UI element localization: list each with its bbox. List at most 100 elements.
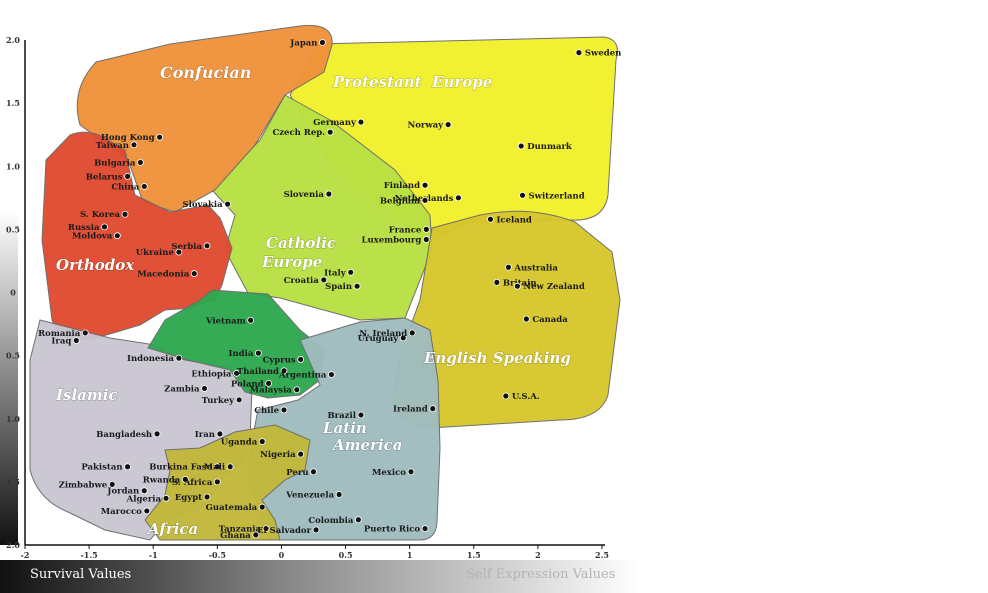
country-point bbox=[353, 282, 361, 290]
region-label-africa: Africa bbox=[146, 520, 198, 538]
country-point bbox=[162, 494, 170, 502]
country-point bbox=[213, 478, 221, 486]
region-label-english: English Speaking bbox=[423, 349, 571, 367]
x-tick-label: 0.5 bbox=[339, 550, 353, 560]
country-label: Iraq bbox=[51, 336, 71, 346]
region-label-catholic-europe: Europe bbox=[261, 253, 322, 271]
country-label: Egypt bbox=[175, 493, 202, 503]
x-tick-label: -1 bbox=[149, 550, 158, 560]
country-label: Japan bbox=[289, 39, 317, 49]
region-label-protestant: Protestant Europe bbox=[332, 73, 492, 91]
x-tick-label: 0 bbox=[279, 550, 285, 560]
country-label: Ukraine bbox=[136, 248, 175, 258]
y-tick-label: 0.5 bbox=[6, 351, 20, 361]
country-label: Tanzania bbox=[219, 525, 262, 535]
country-point bbox=[153, 430, 161, 438]
country-point bbox=[328, 371, 335, 378]
country-point bbox=[493, 278, 501, 286]
country-label: Algeria bbox=[126, 494, 162, 504]
country-label: Vietnam bbox=[205, 316, 246, 326]
country-label: Colombia bbox=[308, 516, 353, 526]
country-label: China bbox=[111, 182, 139, 192]
country-label: Britain bbox=[503, 278, 537, 288]
country-point bbox=[175, 248, 183, 256]
country-point bbox=[454, 194, 462, 202]
y-tick-label: 0 bbox=[10, 288, 16, 298]
country-point bbox=[226, 463, 234, 471]
country-point bbox=[354, 516, 362, 524]
country-point bbox=[213, 463, 221, 471]
x-tick-label: 2.5 bbox=[595, 550, 609, 560]
y-tick-label: 1.0 bbox=[6, 414, 20, 424]
left-gradient-bar bbox=[0, 30, 18, 545]
region-label-america: America bbox=[331, 436, 403, 454]
country-point bbox=[504, 263, 512, 271]
country-point bbox=[235, 396, 243, 404]
country-label: Nigeria bbox=[260, 450, 296, 460]
country-point bbox=[254, 349, 262, 357]
country-label: Ethiopia bbox=[191, 369, 232, 379]
country-point bbox=[136, 159, 144, 166]
country-point bbox=[517, 142, 525, 150]
country-point bbox=[203, 493, 211, 501]
country-point bbox=[421, 196, 429, 204]
country-label: Turkey bbox=[202, 396, 236, 406]
country-point bbox=[72, 337, 80, 344]
country-point bbox=[203, 242, 211, 250]
country-label: Argentina bbox=[278, 371, 327, 381]
region-label-islamic: Islamic bbox=[55, 386, 118, 404]
country-point bbox=[487, 215, 494, 223]
country-label: Iran bbox=[195, 430, 215, 440]
country-point bbox=[201, 385, 208, 392]
country-point bbox=[326, 128, 334, 136]
country-label: Mexico bbox=[372, 468, 406, 478]
country-point bbox=[320, 276, 328, 284]
country-label: U.S.A. bbox=[512, 392, 540, 402]
country-label: Sweden bbox=[585, 49, 621, 59]
country-point bbox=[262, 525, 270, 532]
country-point bbox=[156, 133, 164, 141]
country-point bbox=[81, 329, 89, 337]
x-tick-label: -2 bbox=[21, 550, 30, 560]
country-label: Slovenia bbox=[284, 190, 325, 200]
country-label: Spain bbox=[325, 282, 352, 292]
country-point bbox=[130, 141, 138, 149]
country-label: Finland bbox=[384, 181, 420, 191]
country-point bbox=[422, 236, 430, 243]
country-label: Malaysia bbox=[250, 386, 293, 396]
country-point bbox=[143, 507, 151, 515]
country-label: Belgium bbox=[380, 196, 420, 206]
country-label: Mali bbox=[204, 463, 226, 473]
country-point bbox=[190, 270, 198, 277]
country-point bbox=[421, 525, 429, 532]
region-label-latin: Latin bbox=[322, 419, 367, 437]
country-label: New Zealand bbox=[523, 282, 584, 292]
country-label: Romania bbox=[38, 329, 81, 339]
country-point bbox=[319, 39, 326, 46]
country-label: Hong Kong bbox=[101, 133, 155, 143]
x-tick-label: 2 bbox=[535, 550, 541, 560]
axes bbox=[24, 40, 605, 546]
country-point bbox=[522, 315, 530, 323]
x-tick-label: 1.5 bbox=[467, 550, 481, 560]
country-label: Bangladesh bbox=[96, 430, 152, 440]
country-point bbox=[216, 430, 224, 438]
y-tick-label: 1.5 bbox=[6, 98, 20, 108]
country-label: Italy bbox=[324, 268, 347, 278]
country-label: Indonesia bbox=[127, 354, 174, 364]
country-label: Croatia bbox=[284, 276, 320, 286]
country-label: Poland bbox=[231, 379, 264, 389]
x-tick-label: 1 bbox=[407, 550, 413, 560]
country-point bbox=[502, 392, 510, 400]
country-point bbox=[247, 316, 255, 324]
country-point bbox=[181, 475, 189, 483]
country-label: Taiwan bbox=[96, 141, 129, 151]
y-tick-label: 2.0 bbox=[6, 35, 20, 45]
country-point bbox=[408, 329, 416, 337]
country-point bbox=[335, 491, 343, 498]
country-label: Guatemala bbox=[206, 503, 258, 513]
country-point bbox=[280, 406, 288, 414]
country-point bbox=[422, 225, 430, 233]
country-label: Moldova bbox=[72, 232, 113, 242]
region-catholic bbox=[211, 94, 433, 321]
